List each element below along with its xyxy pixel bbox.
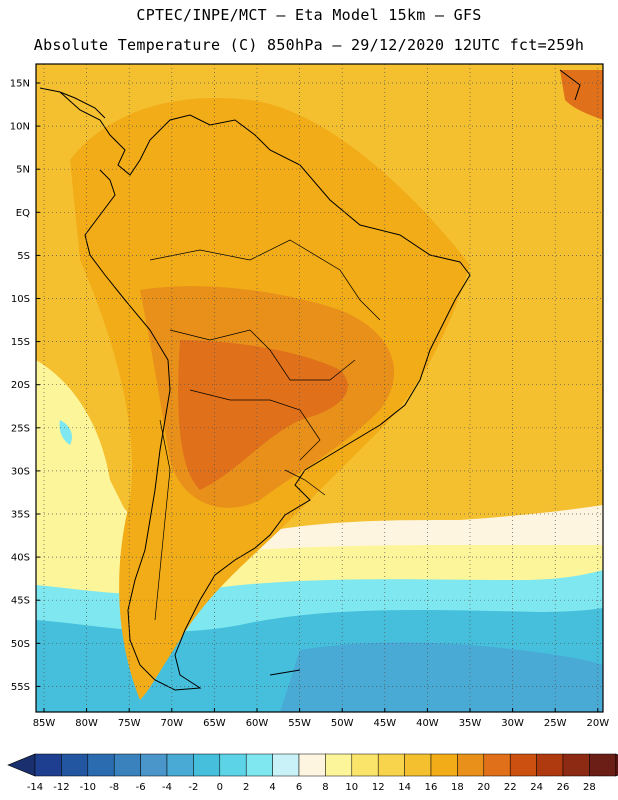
colorbar-label: 16	[425, 782, 438, 793]
central-america-coast	[59, 91, 106, 119]
lon-label: 20W	[586, 718, 609, 729]
lat-label: 25S	[11, 423, 30, 434]
lon-label: 70W	[160, 718, 183, 729]
colorbar-label: 2	[243, 782, 249, 793]
colorbar-swatch	[325, 753, 353, 777]
lon-label: 50W	[331, 718, 354, 729]
lon-label: 40W	[416, 718, 439, 729]
colorbar-label: 24	[530, 782, 543, 793]
lat-label: 45S	[11, 596, 30, 607]
lon-label: 80W	[75, 718, 98, 729]
colorbar-label: 28	[583, 782, 596, 793]
lon-label: 25W	[544, 718, 567, 729]
colorbar-swatch	[536, 753, 564, 777]
colorbar-label: -2	[188, 782, 198, 793]
colorbar-label: 12	[372, 782, 385, 793]
lat-label: 15N	[10, 79, 30, 90]
lat-label: 20S	[11, 380, 30, 391]
lat-label: 50S	[11, 639, 30, 650]
lon-label: 55W	[288, 718, 311, 729]
field-very-hot-core	[178, 340, 348, 490]
colorbar-swatch	[245, 753, 273, 777]
colorbar-swatch	[589, 753, 617, 777]
colorbar-swatch	[166, 753, 194, 777]
caribbean-coast	[559, 69, 581, 101]
colorbar-label: -12	[53, 782, 69, 793]
lat-label: EQ	[16, 208, 30, 219]
colorbar-label: 8	[322, 782, 328, 793]
lat-label: 5S	[17, 251, 30, 262]
colorbar-swatch	[61, 753, 89, 777]
lon-label: 35W	[459, 718, 482, 729]
border-paraguay-argentina	[189, 389, 321, 461]
colorbar-label: -14	[27, 782, 43, 793]
colorbar-label: 22	[504, 782, 517, 793]
lon-label: 30W	[501, 718, 524, 729]
colorbar-swatch	[430, 753, 458, 777]
colorbar-under-arrow	[7, 753, 36, 777]
lon-label: 65W	[203, 718, 226, 729]
temperature-field	[36, 64, 603, 712]
colorbar-swatch	[219, 753, 247, 777]
lat-label: 10N	[10, 122, 30, 133]
colorbar-label: 14	[398, 782, 411, 793]
map-title-line1: CPTEC/INPE/MCT – Eta Model 15km – GFS	[136, 6, 482, 24]
lon-label: 85W	[33, 718, 56, 729]
colorbar-swatch	[377, 753, 405, 777]
colorbar-label: 20	[477, 782, 490, 793]
colorbar-label: 4	[269, 782, 275, 793]
lat-label: 15S	[11, 337, 30, 348]
colorbar-label: 26	[557, 782, 570, 793]
colorbar-swatch	[298, 753, 326, 777]
graticule	[36, 64, 603, 712]
colorbar-swatch	[483, 753, 511, 777]
colorbar-swatch	[193, 753, 221, 777]
colorbar: -14 -12 -10 -8 -6 -4 -2 0 2 4 6 8 10 12 14 16 18 20 22 24 26…	[7, 753, 618, 793]
map-title-line2: Absolute Temperature (C) 850hPa – 29/12/…	[33, 36, 585, 54]
lat-label: 30S	[11, 466, 30, 477]
colorbar-swatch	[351, 753, 379, 777]
colorbar-label: -4	[162, 782, 172, 793]
colorbar-label: -8	[109, 782, 119, 793]
colorbar-swatch	[34, 753, 62, 777]
lat-label: 10S	[11, 294, 30, 305]
colorbar-label: 6	[296, 782, 302, 793]
colorbar-swatch	[87, 753, 115, 777]
south-america-coast	[39, 87, 471, 691]
lat-label: 35S	[11, 510, 30, 521]
colorbar-swatch	[457, 753, 485, 777]
field-cyan-spot	[59, 420, 72, 445]
colorbar-swatch	[113, 753, 141, 777]
border-bolivia-brazil	[169, 329, 356, 381]
colorbar-over-arrow	[615, 753, 618, 777]
lat-label: 5N	[16, 165, 30, 176]
map-frame	[35, 63, 604, 713]
colorbar-label: 0	[217, 782, 223, 793]
lon-label: 75W	[118, 718, 141, 729]
lon-label: 60W	[246, 718, 269, 729]
field-deep-blue-band	[280, 642, 603, 712]
colorbar-swatch	[404, 753, 432, 777]
colorbar-label: 10	[345, 782, 358, 793]
field-hot-northeast	[560, 70, 603, 120]
colorbar-label: -6	[136, 782, 146, 793]
lon-label: 45W	[373, 718, 396, 729]
latitude-labels: 15N 10N 5N EQ 5S 10S 15S 20S 25S 30S 35S 40S 45S 50S 5…	[10, 79, 30, 693]
colorbar-swatch	[272, 753, 300, 777]
lat-label: 40S	[11, 553, 30, 564]
lat-label: 55S	[11, 682, 30, 693]
falklands-coast	[269, 669, 301, 676]
border-amazon	[149, 239, 381, 321]
colorbar-swatch	[509, 753, 537, 777]
country-borders	[149, 239, 381, 621]
colorbar-label: 18	[451, 782, 464, 793]
colorbar-label: -10	[80, 782, 96, 793]
longitude-labels: 85W 80W 75W 70W 65W 60W 55W 50W 45W 40W 35W 30W 25W 2…	[33, 718, 610, 729]
colorbar-swatch	[562, 753, 590, 777]
border-uruguay	[284, 469, 326, 496]
border-andes	[154, 419, 171, 621]
colorbar-swatch	[140, 753, 168, 777]
coastlines	[39, 69, 581, 691]
